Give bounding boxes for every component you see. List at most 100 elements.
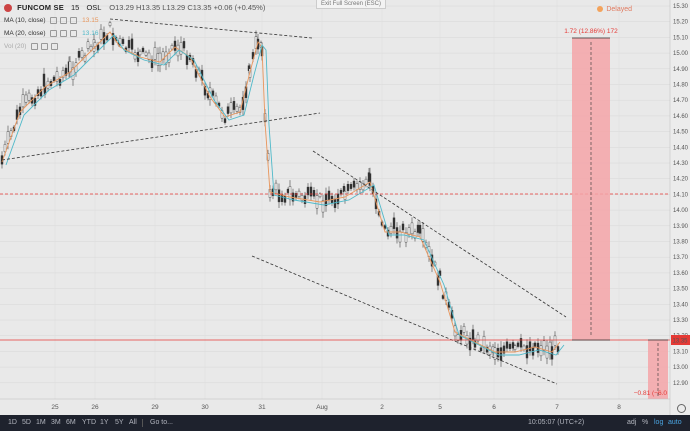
candle-body: [170, 45, 174, 50]
range-5d[interactable]: 5D: [22, 419, 31, 426]
range-1m[interactable]: 1M: [36, 419, 46, 426]
price-tick-label: 14.80: [673, 83, 689, 89]
range-ytd[interactable]: YTD: [82, 419, 96, 426]
exit-fullscreen-button[interactable]: Exit Full Screen (ESC): [316, 0, 387, 9]
candle-body: [462, 325, 466, 333]
candle-body: [519, 338, 523, 348]
symbol-header[interactable]: FUNCOM SE 15 OSL O13.29 H13.35 L13.29 C1…: [4, 3, 266, 13]
price-tick-label: 14.90: [673, 67, 689, 73]
upper-target-label: 1.72 (12.86%) 172: [564, 28, 618, 35]
long-position-tool[interactable]: 1.72 (12.86%) 172: [564, 28, 618, 341]
time-axis[interactable]: 25 26 29 30 31 Aug 2 5 6 7 8: [51, 404, 621, 411]
channel-lower-line[interactable]: [251, 255, 558, 385]
price-tick-label: 13.70: [673, 255, 689, 261]
candle-body: [352, 180, 356, 188]
candle-body: [410, 222, 414, 235]
interval[interactable]: 15: [71, 3, 80, 12]
candle-body: [121, 38, 125, 44]
price-tick-label: 15.20: [673, 20, 689, 26]
candle-body: [147, 52, 151, 60]
short-position-tool[interactable]: −0.81 (−6.0: [634, 339, 668, 399]
price-tick-label: 14.40: [673, 145, 689, 151]
candle-body: [383, 225, 387, 229]
upper-trend-line[interactable]: [109, 18, 313, 39]
high-value: 13.35: [141, 3, 161, 12]
candle-body: [111, 33, 115, 46]
time-tick-label: 29: [151, 404, 159, 411]
eye-icon[interactable]: [50, 17, 58, 24]
price-tick-label: 13.50: [673, 287, 689, 293]
indicator-ma10[interactable]: MA (10, close) 13.15: [4, 17, 98, 24]
log-toggle[interactable]: log: [654, 419, 664, 426]
settings-icon[interactable]: [60, 17, 68, 24]
candle-body: [127, 39, 131, 49]
candle-body: [3, 144, 7, 152]
settings-icon[interactable]: [41, 43, 49, 50]
candle-body: [150, 59, 154, 69]
candle-body: [86, 41, 90, 49]
candle-body: [476, 334, 480, 342]
settings-icon[interactable]: [60, 30, 68, 37]
candle-body: [528, 341, 532, 352]
high-label: H: [135, 3, 142, 12]
trend-lines[interactable]: [1, 18, 567, 385]
range-1y[interactable]: 1Y: [100, 419, 109, 426]
lower-target-label: −0.81 (−6.0: [634, 390, 668, 397]
percent-toggle[interactable]: %: [642, 419, 649, 426]
candle-body: [297, 190, 301, 197]
range-5y[interactable]: 5Y: [115, 419, 124, 426]
chart-settings-gear-icon[interactable]: [677, 404, 686, 413]
clock[interactable]: 10:05:07 (UTC+2): [528, 419, 585, 426]
candle-body: [392, 217, 396, 229]
candle-body: [52, 76, 56, 82]
candle-body: [508, 343, 512, 349]
time-tick-label: 2: [380, 404, 384, 411]
candle-body: [309, 186, 313, 197]
range-3m[interactable]: 3M: [51, 419, 61, 426]
range-6m[interactable]: 6M: [66, 419, 76, 426]
candle-body: [286, 188, 290, 193]
candle-body: [39, 89, 43, 97]
candle-body: [223, 118, 227, 123]
candle-body: [27, 92, 31, 101]
indicator-ma10-value: 13.15: [82, 17, 99, 25]
auto-toggle[interactable]: auto: [668, 419, 682, 426]
candle-body: [58, 79, 62, 86]
candle-body: [505, 341, 509, 349]
candle-body: [235, 105, 239, 112]
candle-body: [24, 94, 28, 103]
candle-body: [306, 186, 310, 196]
candle-body: [346, 183, 350, 191]
channel-upper-line[interactable]: [312, 150, 567, 318]
indicator-volume[interactable]: Vol (20): [4, 43, 59, 51]
candle-body: [358, 181, 362, 190]
candle-body: [327, 190, 331, 201]
close-label: C: [187, 3, 193, 12]
eye-icon[interactable]: [50, 30, 58, 37]
time-tick-label: 7: [555, 404, 559, 411]
price-tick-label: 14.50: [673, 130, 689, 136]
time-tick-label: 30: [201, 404, 209, 411]
range-all[interactable]: All: [129, 419, 137, 426]
price-tick-label: 13.60: [673, 271, 689, 277]
symbol-icon: [4, 4, 12, 13]
eye-icon[interactable]: [31, 43, 39, 50]
change-value: +0.06 (+0.45%): [213, 3, 266, 12]
price-tick-label: 14.70: [673, 98, 689, 104]
lower-trend-line-early[interactable]: [1, 112, 321, 161]
range-1d[interactable]: 1D: [8, 419, 17, 426]
candle-body: [108, 22, 112, 26]
indicator-ma20[interactable]: MA (20, close) 13.16: [4, 30, 98, 37]
close-icon[interactable]: [51, 43, 59, 50]
symbol-name[interactable]: FUNCOM SE: [17, 3, 64, 12]
close-icon[interactable]: [70, 17, 78, 24]
price-tick-label: 13.30: [673, 318, 689, 324]
close-icon[interactable]: [70, 30, 78, 37]
goto-button[interactable]: Go to...: [150, 419, 173, 426]
candle-body: [502, 345, 506, 354]
candle-body: [553, 335, 557, 346]
bottom-toolbar: 1D 5D 1M 3M 6M YTD 1Y 5Y All Go to... 10…: [0, 415, 690, 431]
adj-toggle[interactable]: adj: [627, 419, 637, 426]
indicator-volume-label: Vol (20): [4, 43, 27, 51]
